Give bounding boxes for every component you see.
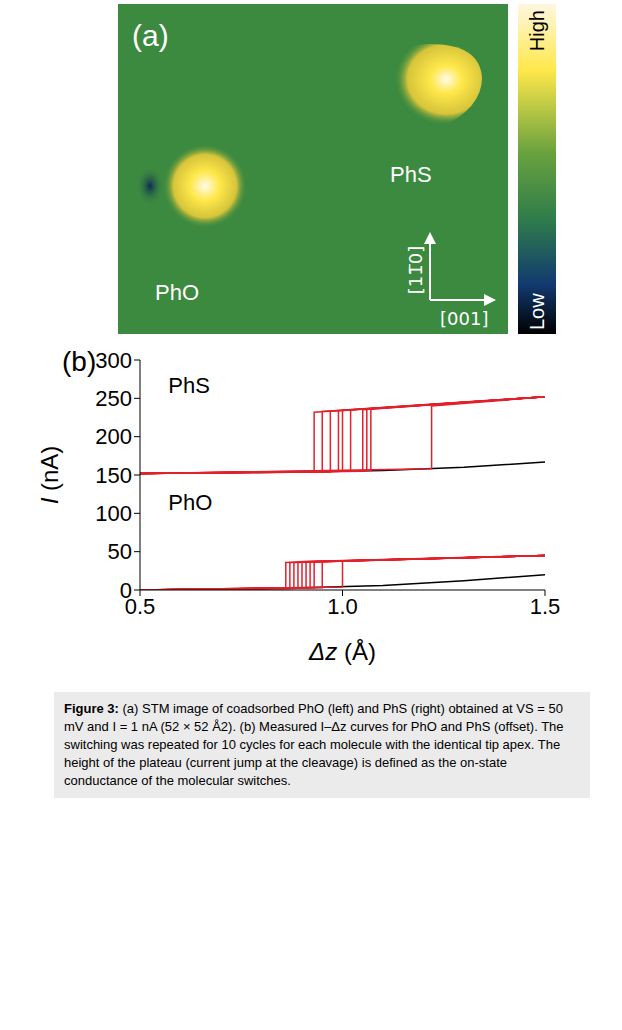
html-text:Figure 3: (a) STM image of coa: Figure 3: (a) STM image of coadsorbed Ph… <box>64 701 564 788</box>
svg-text:100: 100 <box>95 501 132 526</box>
svg-text:1.0: 1.0 <box>327 594 358 619</box>
svg-text:0: 0 <box>120 578 132 603</box>
svg-text:[001]: [001] <box>440 308 488 329</box>
svg-text:[11̅0]: [11̅0] <box>405 246 426 294</box>
svg-text:High: High <box>526 10 548 51</box>
svg-text:PhS: PhS <box>168 373 210 398</box>
svg-text:250: 250 <box>95 386 132 411</box>
svg-text:PhS: PhS <box>390 162 432 187</box>
svg-text:PhO: PhO <box>168 490 212 515</box>
svg-text:Δz (Å): Δz (Å) <box>308 638 376 665</box>
svg-text:Low: Low <box>526 293 548 330</box>
svg-text:50: 50 <box>108 539 132 564</box>
svg-text:PhO: PhO <box>155 280 199 305</box>
svg-text:200: 200 <box>95 424 132 449</box>
svg-text:(a): (a) <box>132 19 169 52</box>
svg-text:0.5: 0.5 <box>124 593 156 619</box>
html-text:(b): (b) <box>62 346 97 377</box>
svg-text:300: 300 <box>95 348 132 373</box>
svg-text:I (nA): I (nA) <box>36 446 63 505</box>
svg-text:1.5: 1.5 <box>530 594 561 619</box>
svg-text:150: 150 <box>95 463 132 488</box>
